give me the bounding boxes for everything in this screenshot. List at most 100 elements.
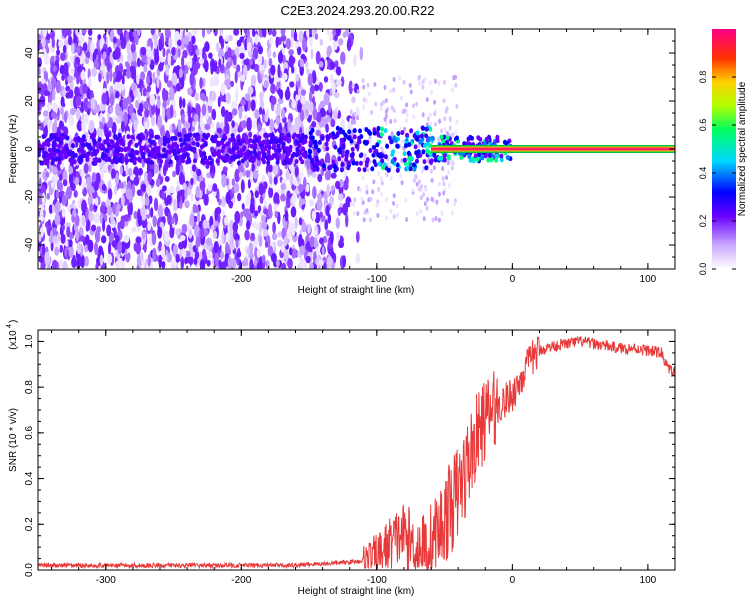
spectrogram-cell	[278, 122, 283, 135]
spectrogram-cell	[263, 132, 268, 138]
spectrogram-cell	[137, 167, 143, 176]
spectrogram-cell	[154, 134, 159, 140]
spectrogram-cell	[409, 128, 414, 134]
spectrogram-cell	[299, 245, 306, 255]
spectrogram-cell	[54, 246, 60, 256]
spectrogram-cell	[413, 178, 416, 184]
spectrogram-cell	[184, 188, 188, 200]
spectrogram-cell	[418, 179, 422, 185]
spectrogram-cell	[387, 154, 390, 160]
spectrogram-cell	[243, 59, 250, 66]
spectrogram-cell	[123, 147, 128, 153]
spectrogram-cell	[108, 117, 113, 129]
spectrogram-cell	[64, 240, 69, 248]
spectrogram-cell	[72, 159, 77, 165]
spectrogram-cell	[82, 42, 88, 52]
spectrogram-cell	[412, 114, 416, 120]
spectrogram-cell	[220, 64, 225, 72]
spectrogram-cell	[225, 141, 230, 147]
x-tick-label: 0	[510, 274, 516, 285]
spectrogram-cell	[422, 159, 427, 165]
spectrogram-cell	[212, 183, 218, 192]
spectrogram-cell	[246, 248, 251, 255]
spectrogram-cell	[78, 159, 83, 165]
spectrogram-cell	[182, 147, 187, 153]
spectrogram-cell	[220, 251, 225, 259]
spectrogram-cell	[166, 80, 173, 88]
spectrogram-cell	[146, 85, 152, 93]
spectrogram-cell	[121, 74, 125, 86]
spectrogram-cell	[182, 140, 187, 146]
spectrogram-cell	[132, 29, 137, 38]
spectrogram-cell	[72, 209, 77, 217]
spectrogram-cell	[160, 191, 166, 200]
colorbar-ticks: 0.0 0.2 0.4 0.6 0.8	[698, 71, 736, 275]
spectrogram-cell	[299, 64, 305, 76]
spectrogram-cell	[444, 108, 448, 114]
spectrogram-cell	[67, 75, 73, 84]
spectrogram-cell	[268, 203, 272, 215]
spectrogram-cell	[178, 241, 184, 250]
spectrogram-cell	[107, 253, 113, 264]
spectrogram-cell	[251, 119, 257, 129]
spectrogram-cell	[131, 226, 137, 233]
spectrogram-cell	[377, 161, 382, 167]
spectrogram-cell	[303, 138, 308, 144]
spectrogram-cell	[66, 29, 72, 37]
spectrogram-cell	[181, 189, 185, 203]
spectrogram-cell	[390, 152, 395, 157]
spectrogram-cell	[143, 64, 148, 73]
spectrogram-cell	[172, 109, 177, 119]
spectrogram-cell	[152, 247, 157, 262]
spectrogram-cell	[135, 236, 142, 244]
spectrogram-cell	[328, 132, 333, 138]
spectrogram-cell	[92, 149, 97, 154]
spectrogram-cell	[119, 140, 124, 146]
spectrogram-cell	[238, 106, 243, 120]
spectrogram-cell	[408, 166, 413, 172]
spectrogram-cell	[368, 148, 373, 153]
snr-frame	[37, 329, 676, 571]
spectrogram-cell	[179, 137, 183, 143]
spectrogram-cell	[234, 168, 240, 183]
spectrogram-cell	[377, 186, 381, 192]
spectrogram-cell	[240, 211, 244, 219]
spectrogram-cell	[312, 75, 317, 83]
spectrogram-cell	[418, 81, 422, 87]
spectrogram-cell	[407, 142, 412, 148]
spectrogram-cell	[300, 198, 306, 205]
spectrogram-cell	[191, 35, 196, 45]
x-tick-label: -200	[231, 575, 251, 586]
spectrogram-cell	[221, 173, 227, 188]
spectrogram-cell	[192, 148, 197, 154]
spectrogram-cell	[305, 255, 311, 264]
spectrogram-cell	[76, 120, 83, 132]
spectrogram-cell	[60, 233, 66, 244]
spectrogram-cell	[234, 142, 239, 148]
spectrogram-cell	[374, 101, 378, 107]
spectrogram-cell	[51, 181, 55, 189]
spectrogram-cell	[131, 183, 136, 197]
spectrogram-cell	[68, 239, 73, 248]
spectrogram-cell	[437, 80, 441, 86]
spectrogram-cell	[387, 161, 391, 167]
spectrogram-cell	[81, 199, 87, 214]
spectrogram-cell	[125, 158, 130, 164]
spectrogram-cell	[83, 113, 89, 125]
spectrogram-cell	[263, 208, 269, 215]
spectrogram-cell	[128, 167, 133, 177]
spectrogram-cell	[326, 183, 331, 198]
spectrogram-cell	[149, 262, 154, 269]
spectrogram-cell	[38, 86, 42, 94]
spectrogram-cell	[50, 30, 55, 40]
spectrogram-cell	[395, 212, 399, 218]
spectrogram-cell	[163, 164, 167, 177]
spectrogram-cell	[338, 129, 343, 135]
spectrogram-cell	[363, 155, 367, 160]
spectrogram-cell	[108, 145, 113, 151]
spectrogram-cell	[135, 241, 142, 255]
spectrogram-cell	[251, 162, 255, 172]
spectrogram-cell	[248, 138, 253, 143]
spectrogram-cell	[249, 258, 254, 269]
spectrogram-cell	[414, 158, 419, 164]
